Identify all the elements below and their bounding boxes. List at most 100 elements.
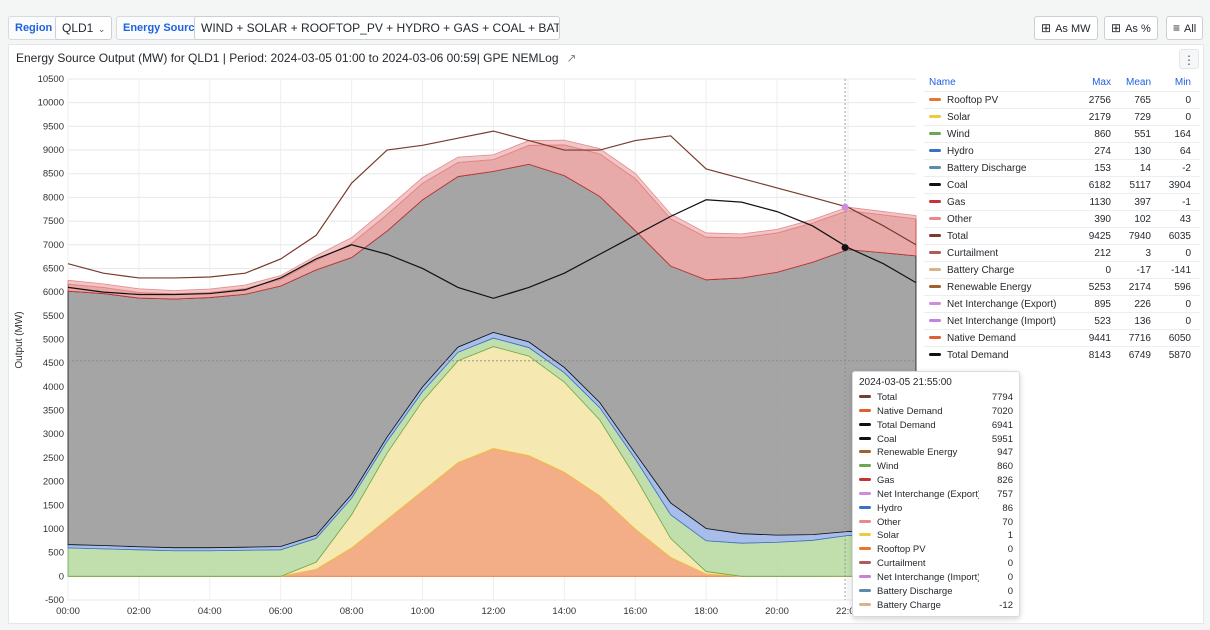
tooltip-value: 0 [1007, 571, 1013, 583]
legend-row[interactable]: Total 9425 7940 6035 [924, 227, 1200, 244]
legend-header-min[interactable]: Min [1174, 77, 1191, 88]
menu-icon: ≡ [1173, 21, 1181, 35]
series-swatch [859, 519, 871, 523]
legend-row[interactable]: Total Demand 8143 6749 5870 [924, 346, 1200, 363]
tooltip-series-name: Total Demand [859, 419, 979, 433]
chart-cursor [68, 79, 916, 600]
legend-max: 5253 [1088, 282, 1111, 293]
legend-row[interactable]: Solar 2179 729 0 [924, 108, 1200, 125]
y-tick-label: 3000 [43, 429, 64, 440]
series-swatch [929, 233, 941, 237]
legend-row[interactable]: Gas 1130 397 -1 [924, 193, 1200, 210]
legend-header-max[interactable]: Max [1092, 77, 1111, 88]
tooltip-row: Battery Charge -12 [859, 599, 1013, 613]
panel-menu-button[interactable]: ⋮ [1179, 49, 1199, 69]
series-swatch [859, 464, 871, 468]
legend-header: Name Max Mean Min [924, 74, 1200, 91]
tooltip-value: 757 [997, 488, 1013, 500]
energy-source-value: WIND + SOLAR + ROOFTOP_PV + HYDRO + GAS … [201, 21, 560, 35]
legend-row[interactable]: Other 390 102 43 [924, 210, 1200, 227]
tooltip-series-label: Solar [877, 530, 900, 542]
legend-series-name: Net Interchange (Import) [924, 313, 1071, 329]
legend-series-name: Renewable Energy [924, 279, 1071, 295]
region-value: QLD1 [62, 21, 94, 35]
tooltip-series-label: Curtailment [877, 558, 926, 570]
legend-row[interactable]: Net Interchange (Import) 523 136 0 [924, 312, 1200, 329]
tooltip-value: 7794 [991, 392, 1013, 403]
series-swatch [859, 436, 871, 440]
legend-mean: 102 [1134, 214, 1151, 225]
external-link-icon[interactable]: ↗ [566, 51, 577, 65]
legend-mean: 397 [1134, 197, 1151, 208]
x-tick-label: 06:00 [269, 606, 293, 617]
legend-row[interactable]: Native Demand 9441 7716 6050 [924, 329, 1200, 346]
legend-min: -141 [1170, 265, 1191, 276]
tooltip-series-name: Coal [859, 433, 979, 447]
legend-row[interactable]: Rooftop PV 2756 765 0 [924, 91, 1200, 108]
legend-row[interactable]: Battery Discharge 153 14 -2 [924, 159, 1200, 176]
tooltip-row: Net Interchange (Export) 757 [859, 488, 1013, 502]
y-axis: -500 0 500 1000 1500 2000 2500 3000 3500 4000 4500… [38, 74, 64, 606]
tooltip-row: Battery Discharge 0 [859, 585, 1013, 599]
cursor-point-total-demand [841, 244, 849, 252]
legend-min: 3904 [1168, 180, 1191, 191]
energy-source-select[interactable]: WIND + SOLAR + ROOFTOP_PV + HYDRO + GAS … [194, 16, 560, 40]
legend-max: 0 [1105, 265, 1111, 276]
y-tick-label: 7000 [43, 240, 64, 251]
tooltip-row: Wind 860 [859, 460, 1013, 474]
legend-series-name: Total [924, 228, 1071, 244]
legend-max: 860 [1094, 129, 1111, 140]
tooltip-value: 1 [1007, 530, 1013, 542]
tooltip-row: Net Interchange (Import) 0 [859, 571, 1013, 585]
toolbar: Region QLD1 ⌄ Energy Source WIND + SOLAR… [0, 0, 1210, 44]
legend-series-name: Hydro [924, 143, 1071, 159]
legend-row[interactable]: Hydro 274 130 64 [924, 142, 1200, 159]
as-percent-label: As % [1125, 23, 1151, 35]
legend-series-label: Gas [947, 197, 966, 208]
legend-series-label: Hydro [947, 146, 974, 157]
series-swatch [859, 561, 871, 565]
chevron-down-icon: ⌄ [95, 24, 106, 34]
y-tick-label: 0 [59, 571, 64, 582]
panel-title: Energy Source Output (MW) for QLD1 | Per… [16, 51, 577, 65]
legend-mean: 7716 [1128, 333, 1151, 344]
as-mw-button[interactable]: ⊞ As MW [1034, 16, 1098, 40]
tooltip-series-name: Total [859, 391, 979, 405]
y-tick-label: -500 [45, 595, 64, 606]
legend-row[interactable]: Coal 6182 5117 3904 [924, 176, 1200, 193]
legend-row[interactable]: Battery Charge 0 -17 -141 [924, 261, 1200, 278]
y-tick-label: 6000 [43, 287, 64, 298]
region-select[interactable]: QLD1 ⌄ [55, 16, 113, 40]
legend-min: 0 [1185, 95, 1191, 106]
series-swatch [859, 408, 871, 412]
legend-max: 153 [1094, 163, 1111, 174]
tooltip-rows: Total 7794 Native Demand 7020 Total Demand 69… [859, 391, 1013, 613]
tooltip-row: Native Demand 7020 [859, 405, 1013, 419]
legend-min: 164 [1174, 129, 1191, 140]
tooltip-series-label: Wind [877, 461, 899, 473]
legend-header-name[interactable]: Name [929, 77, 956, 88]
legend-min: 6050 [1168, 333, 1191, 344]
tooltip-row: Coal 5951 [859, 433, 1013, 447]
tooltip-series-name: Net Interchange (Export) [859, 488, 979, 502]
y-tick-label: 5000 [43, 335, 64, 346]
y-tick-label: 6500 [43, 263, 64, 274]
all-button[interactable]: ≡ All [1166, 16, 1204, 40]
series-swatch [859, 588, 871, 592]
legend-row[interactable]: Curtailment 212 3 0 [924, 244, 1200, 261]
legend-max: 523 [1094, 316, 1111, 327]
legend-row[interactable]: Renewable Energy 5253 2174 596 [924, 278, 1200, 295]
y-tick-label: 500 [48, 548, 64, 559]
tooltip-series-label: Gas [877, 475, 895, 487]
legend-rows: Rooftop PV 2756 765 0 Solar 2179 729 0 Wind 860 55… [924, 91, 1200, 363]
y-tick-label: 9000 [43, 145, 64, 156]
tooltip-row: Hydro 86 [859, 502, 1013, 516]
tooltip-series-label: Coal [877, 433, 897, 445]
all-label: All [1184, 23, 1197, 35]
legend-series-label: Wind [947, 129, 970, 140]
legend-row[interactable]: Wind 860 551 164 [924, 125, 1200, 142]
legend-row[interactable]: Net Interchange (Export) 895 226 0 [924, 295, 1200, 312]
as-percent-button[interactable]: ⊞ As % [1104, 16, 1158, 40]
legend-header-mean[interactable]: Mean [1125, 77, 1151, 88]
